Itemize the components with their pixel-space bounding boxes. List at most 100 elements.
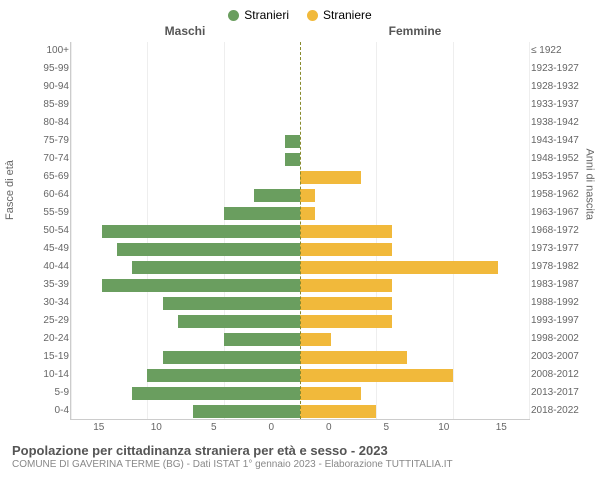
bar-male bbox=[254, 189, 300, 202]
female-half bbox=[300, 150, 529, 168]
bar-female bbox=[300, 261, 498, 274]
header-male: Maschi bbox=[70, 24, 300, 38]
chart-footer: Popolazione per cittadinanza straniera p… bbox=[10, 443, 590, 470]
center-line bbox=[300, 42, 301, 419]
bar-female bbox=[300, 315, 392, 328]
birth-year-label: 2008-2012 bbox=[531, 366, 587, 384]
bar-female bbox=[300, 387, 361, 400]
legend-swatch-female bbox=[307, 10, 318, 21]
male-half bbox=[71, 60, 300, 78]
male-half bbox=[71, 96, 300, 114]
bar-female bbox=[300, 297, 392, 310]
female-half bbox=[300, 186, 529, 204]
birth-year-label: 2003-2007 bbox=[531, 348, 587, 366]
bar-male bbox=[178, 315, 300, 328]
female-half bbox=[300, 132, 529, 150]
male-half bbox=[71, 258, 300, 276]
male-half bbox=[71, 240, 300, 258]
bar-male bbox=[132, 261, 300, 274]
birth-year-label: 1973-1977 bbox=[531, 240, 587, 258]
chart-subtitle: COMUNE DI GAVERINA TERME (BG) - Dati IST… bbox=[12, 459, 588, 470]
age-label: 15-19 bbox=[13, 348, 69, 366]
bar-male bbox=[193, 405, 300, 418]
bar-male bbox=[224, 207, 300, 220]
bar-male bbox=[102, 225, 300, 238]
bar-male bbox=[224, 333, 300, 346]
age-label: 25-29 bbox=[13, 312, 69, 330]
age-label: 65-69 bbox=[13, 168, 69, 186]
age-label: 100+ bbox=[13, 42, 69, 60]
x-axis: 151050 051015 bbox=[70, 422, 530, 433]
birth-year-label: 1988-1992 bbox=[531, 294, 587, 312]
female-half bbox=[300, 384, 529, 402]
legend: Stranieri Straniere bbox=[10, 8, 590, 22]
male-half bbox=[71, 150, 300, 168]
age-label: 70-74 bbox=[13, 150, 69, 168]
male-half bbox=[71, 384, 300, 402]
birth-year-label: 1998-2002 bbox=[531, 330, 587, 348]
population-pyramid-chart: Stranieri Straniere Maschi Femmine Fasce… bbox=[0, 0, 600, 500]
female-half bbox=[300, 168, 529, 186]
age-label: 10-14 bbox=[13, 366, 69, 384]
female-half bbox=[300, 240, 529, 258]
birth-year-label: 1958-1962 bbox=[531, 186, 587, 204]
x-axis-right: 051015 bbox=[300, 422, 530, 433]
male-half bbox=[71, 348, 300, 366]
female-half bbox=[300, 330, 529, 348]
bar-female bbox=[300, 405, 376, 418]
age-label: 40-44 bbox=[13, 258, 69, 276]
female-half bbox=[300, 204, 529, 222]
age-label: 60-64 bbox=[13, 186, 69, 204]
age-label: 90-94 bbox=[13, 78, 69, 96]
bar-female bbox=[300, 279, 392, 292]
female-half bbox=[300, 366, 529, 384]
birth-year-label: 2013-2017 bbox=[531, 384, 587, 402]
x-tick: 10 bbox=[128, 422, 186, 433]
x-tick: 5 bbox=[358, 422, 416, 433]
age-label: 0-4 bbox=[13, 402, 69, 420]
female-half bbox=[300, 258, 529, 276]
bar-female bbox=[300, 189, 315, 202]
male-half bbox=[71, 204, 300, 222]
age-label: 35-39 bbox=[13, 276, 69, 294]
birth-year-label: 1933-1937 bbox=[531, 96, 587, 114]
age-label: 80-84 bbox=[13, 114, 69, 132]
male-half bbox=[71, 78, 300, 96]
male-half bbox=[71, 366, 300, 384]
side-headers: Maschi Femmine bbox=[70, 24, 530, 38]
age-label: 85-89 bbox=[13, 96, 69, 114]
male-half bbox=[71, 168, 300, 186]
female-half bbox=[300, 78, 529, 96]
x-axis-left: 151050 bbox=[70, 422, 300, 433]
bar-male bbox=[132, 387, 300, 400]
chart-rows: 100+≤ 192295-991923-192790-941928-193285… bbox=[70, 42, 530, 420]
x-tick: 0 bbox=[243, 422, 301, 433]
female-half bbox=[300, 96, 529, 114]
male-half bbox=[71, 312, 300, 330]
male-half bbox=[71, 294, 300, 312]
bar-male bbox=[285, 153, 300, 166]
male-half bbox=[71, 222, 300, 240]
female-half bbox=[300, 348, 529, 366]
female-half bbox=[300, 312, 529, 330]
x-tick: 5 bbox=[185, 422, 243, 433]
age-label: 50-54 bbox=[13, 222, 69, 240]
bar-female bbox=[300, 171, 361, 184]
legend-label-male: Stranieri bbox=[244, 8, 289, 22]
age-label: 30-34 bbox=[13, 294, 69, 312]
age-label: 75-79 bbox=[13, 132, 69, 150]
birth-year-label: 1993-1997 bbox=[531, 312, 587, 330]
female-half bbox=[300, 222, 529, 240]
female-half bbox=[300, 60, 529, 78]
female-half bbox=[300, 294, 529, 312]
birth-year-label: 1948-1952 bbox=[531, 150, 587, 168]
birth-year-label: 1928-1932 bbox=[531, 78, 587, 96]
birth-year-label: ≤ 1922 bbox=[531, 42, 587, 60]
x-tick: 15 bbox=[473, 422, 531, 433]
bar-male bbox=[163, 351, 300, 364]
female-half bbox=[300, 42, 529, 60]
male-half bbox=[71, 132, 300, 150]
x-tick: 15 bbox=[70, 422, 128, 433]
age-label: 20-24 bbox=[13, 330, 69, 348]
birth-year-label: 1953-1957 bbox=[531, 168, 587, 186]
